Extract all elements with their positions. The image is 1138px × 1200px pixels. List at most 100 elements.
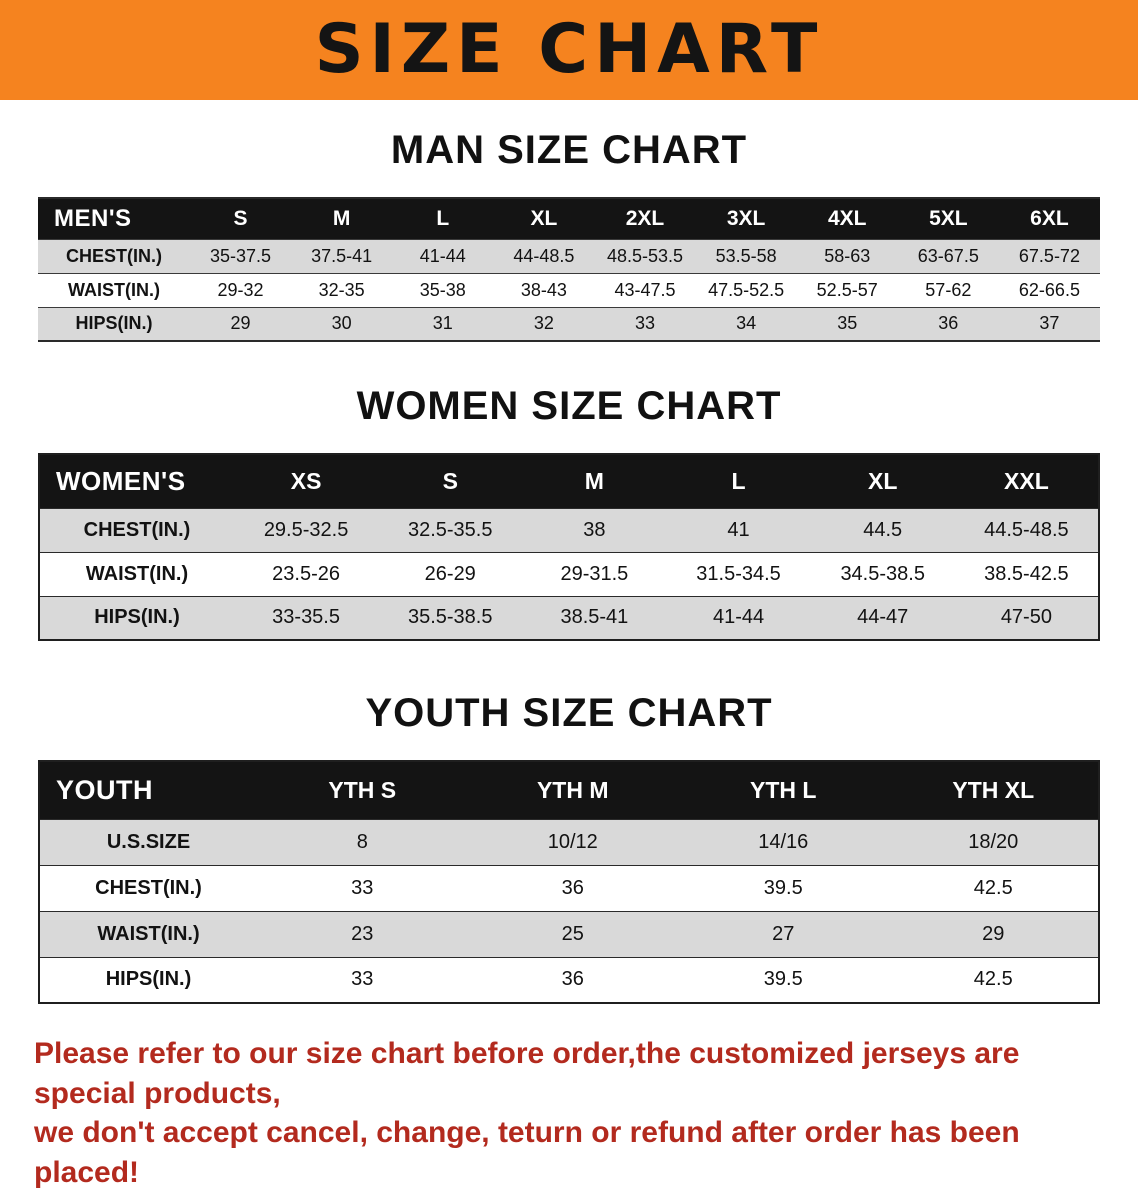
youth-column-header: YTH S: [328, 776, 397, 803]
women-column-header: L: [731, 467, 746, 494]
men-section-heading: MAN SIZE CHART: [390, 128, 748, 172]
table-cell: 44-47: [857, 606, 909, 629]
table-cell: 31.5-34.5: [696, 562, 781, 585]
row-label: WAIST(IN.): [97, 922, 200, 945]
table-cell: 62-66.5: [1018, 279, 1080, 300]
men-table-head: MEN'S S M L XL 2XL 3XL 4XL 5XL 6XL: [38, 198, 1100, 239]
table-cell: 39.5: [763, 876, 803, 899]
youth-table-label: YOUTH: [56, 774, 153, 805]
table-cell: 36: [561, 876, 584, 899]
row-label: HIPS(IN.): [94, 606, 180, 629]
table-cell: 33: [634, 313, 655, 334]
table-cell: 37.5-41: [311, 245, 373, 266]
table-cell: 29: [230, 313, 251, 334]
table-cell: 35-37.5: [210, 245, 272, 266]
men-header-row: MEN'S S M L XL 2XL 3XL 4XL 5XL 6XL: [38, 198, 1100, 239]
table-cell: 57-62: [925, 279, 972, 300]
youth-ussize-row: U.S.SIZE 8 10/12 14/16 18/20: [39, 819, 1099, 865]
women-hips-row: HIPS(IN.) 33-35.5 35.5-38.5 38.5-41 41-4…: [39, 596, 1099, 640]
table-cell: 29.5-32.5: [263, 518, 349, 541]
youth-column-header: YTH XL: [952, 776, 1035, 803]
men-column-header: M: [332, 206, 351, 230]
women-table-head: WOMEN'S XS S M L XL XXL: [39, 454, 1099, 508]
page-title: SIZE CHART: [314, 10, 824, 89]
table-cell: 39.5: [763, 968, 803, 991]
table-cell: 38.5-41: [560, 606, 629, 629]
youth-column-header: YTH M: [536, 776, 609, 803]
youth-size-section: YOUTH SIZE CHART YOUTH YTH S YTH M YTH L…: [0, 691, 1138, 1004]
row-label: U.S.SIZE: [106, 830, 191, 853]
table-cell: 41: [727, 518, 750, 541]
table-cell: 25: [561, 922, 584, 945]
row-label: HIPS(IN.): [105, 968, 192, 991]
women-table-body: CHEST(IN.) 29.5-32.5 32.5-35.5 38 41 44.…: [39, 508, 1099, 640]
women-column-header: XL: [868, 467, 898, 494]
table-cell: 33: [351, 876, 374, 899]
women-column-header: XXL: [1004, 467, 1049, 494]
table-cell: 41-44: [712, 606, 765, 629]
table-cell: 34: [736, 313, 757, 334]
women-size-table: WOMEN'S XS S M L XL XXL CHEST(IN.) 29.5-…: [38, 453, 1100, 641]
notice-line-1: Please refer to our size chart before or…: [34, 1037, 1020, 1110]
men-hips-row: HIPS(IN.) 29 30 31 32 33 34 35 36 37: [38, 307, 1100, 341]
table-cell: 18/20: [968, 830, 1019, 853]
table-cell: 32: [533, 313, 554, 334]
table-cell: 38: [583, 518, 606, 541]
table-cell: 8: [356, 830, 368, 853]
table-cell: 67.5-72: [1018, 245, 1080, 266]
table-cell: 63-67.5: [917, 245, 979, 266]
row-label: CHEST(IN.): [83, 518, 191, 541]
table-cell: 26-29: [424, 562, 476, 585]
youth-table-head: YOUTH YTH S YTH M YTH L YTH XL: [39, 761, 1099, 819]
youth-header-row: YOUTH YTH S YTH M YTH L YTH XL: [39, 761, 1099, 819]
women-chest-row: CHEST(IN.) 29.5-32.5 32.5-35.5 38 41 44.…: [39, 508, 1099, 552]
women-section-heading: WOMEN SIZE CHART: [356, 384, 782, 428]
men-column-header: 5XL: [929, 206, 968, 230]
table-cell: 31: [432, 313, 453, 334]
men-column-header: 3XL: [726, 206, 766, 230]
table-cell: 58-63: [824, 245, 871, 266]
table-cell: 44-48.5: [513, 245, 575, 266]
table-cell: 30: [331, 313, 352, 334]
women-waist-row: WAIST(IN.) 23.5-26 26-29 29-31.5 31.5-34…: [39, 552, 1099, 596]
notice-line-2: we don't accept cancel, change, teturn o…: [34, 1116, 1020, 1189]
men-column-header: 4XL: [827, 206, 867, 230]
row-label: WAIST(IN.): [85, 562, 189, 585]
men-waist-row: WAIST(IN.) 29-32 32-35 35-38 38-43 43-47…: [38, 273, 1100, 307]
table-cell: 42.5: [973, 876, 1013, 899]
women-column-header: S: [442, 467, 458, 494]
youth-waist-row: WAIST(IN.) 23 25 27 29: [39, 911, 1099, 957]
row-label: WAIST(IN.): [68, 279, 160, 300]
table-cell: 36: [938, 313, 959, 334]
table-cell: 41-44: [419, 245, 466, 266]
women-column-header: M: [584, 467, 604, 494]
table-cell: 38-43: [520, 279, 567, 300]
men-size-table: MEN'S S M L XL 2XL 3XL 4XL 5XL 6XL CHEST…: [38, 197, 1100, 342]
table-cell: 33: [351, 968, 374, 991]
table-cell: 32-35: [318, 279, 365, 300]
youth-column-header: YTH L: [750, 776, 817, 803]
table-cell: 37: [1039, 313, 1060, 334]
table-cell: 38.5-42.5: [984, 562, 1069, 585]
men-column-header: L: [436, 206, 450, 230]
table-cell: 27: [772, 922, 795, 945]
youth-section-heading: YOUTH SIZE CHART: [365, 691, 773, 735]
table-cell: 29: [982, 922, 1005, 945]
table-cell: 47-50: [1000, 606, 1052, 629]
table-cell: 43-47.5: [614, 279, 676, 300]
men-column-header: 6XL: [1030, 206, 1069, 230]
table-cell: 29-31.5: [560, 562, 629, 585]
men-table-label: MEN'S: [54, 204, 132, 232]
women-table-label: WOMEN'S: [56, 465, 186, 496]
footer-notice: Please refer to our size chart before or…: [34, 1034, 1104, 1192]
women-header-row: WOMEN'S XS S M L XL XXL: [39, 454, 1099, 508]
table-cell: 53.5-58: [715, 245, 777, 266]
men-table-body: CHEST(IN.) 35-37.5 37.5-41 41-44 44-48.5…: [38, 239, 1100, 341]
table-cell: 35: [837, 313, 858, 334]
table-cell: 48.5-53.5: [606, 245, 684, 266]
title-banner: SIZE CHART: [0, 0, 1138, 100]
women-size-section: WOMEN SIZE CHART WOMEN'S XS S M L XL XXL…: [0, 384, 1138, 641]
table-cell: 35.5-38.5: [407, 606, 493, 629]
youth-table-body: U.S.SIZE 8 10/12 14/16 18/20 CHEST(IN.) …: [39, 819, 1099, 1003]
